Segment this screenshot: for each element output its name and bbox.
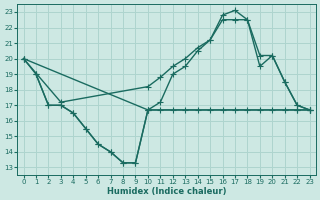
X-axis label: Humidex (Indice chaleur): Humidex (Indice chaleur): [107, 187, 226, 196]
